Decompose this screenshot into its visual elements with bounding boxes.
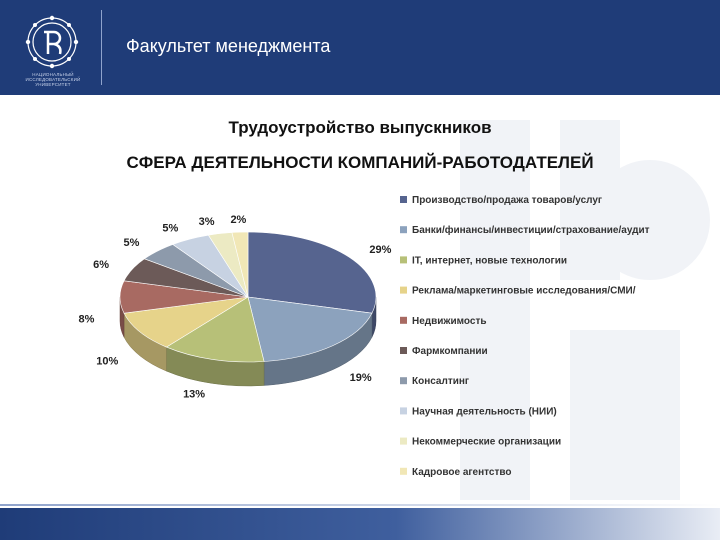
legend-label-8: Научная деятельность (НИИ) [412, 406, 557, 417]
background-watermark [460, 120, 710, 500]
data-label-9: 3% [199, 216, 215, 228]
pie-slice-3 [165, 296, 265, 363]
data-label-1: 29% [369, 244, 391, 256]
data-label-8: 5% [162, 223, 178, 235]
slide-subtitle: СФЕРА ДЕЯТЕЛЬНОСТИ КОМПАНИЙ-РАБОТОДАТЕЛЕ… [126, 153, 594, 172]
logo-caption: НАЦИОНАЛЬНЫЙ ИССЛЕДОВАТЕЛЬСКИЙ УНИВЕРСИТ… [25, 72, 81, 87]
header-bar: НАЦИОНАЛЬНЫЙ ИССЛЕДОВАТЕЛЬСКИЙ УНИВЕРСИТ… [0, 0, 720, 95]
legend-swatch-3 [400, 256, 407, 264]
legend-swatch-8 [400, 407, 407, 415]
legend-swatch-5 [400, 316, 407, 324]
legend-label-9: Некоммерческие организации [412, 437, 561, 448]
faculty-title: Факультет менеджмента [126, 36, 331, 56]
data-label-5: 8% [78, 314, 94, 326]
legend-label-10: Кадровое агентство [412, 467, 512, 478]
legend-label-5: Недвижимость [412, 316, 487, 327]
legend-label-4: Реклама/маркетинговые исследования/СМИ/ [412, 286, 636, 297]
footer-line [0, 504, 720, 506]
legend-label-3: IT, интернет, новые технологии [412, 255, 567, 266]
data-label-10: 2% [230, 214, 246, 226]
pie-slice-1 [247, 231, 377, 314]
pie-slice-10 [231, 231, 249, 298]
legend-label-1: Производство/продажа товаров/услуг [412, 195, 602, 206]
pie-slice-2 [247, 296, 373, 362]
university-logo-icon [25, 15, 79, 69]
legend-swatch-9 [400, 437, 407, 445]
data-label-3: 13% [183, 389, 205, 401]
legend-swatch-10 [400, 467, 407, 475]
legend-swatch-2 [400, 226, 407, 234]
legend-label-7: Консалтинг [412, 376, 469, 387]
pie-slice-4 [123, 296, 249, 348]
data-label-7: 5% [123, 237, 139, 249]
legend-swatch-1 [400, 196, 407, 203]
data-label-6: 6% [93, 259, 109, 271]
legend-swatch-6 [400, 347, 407, 354]
legend-swatch-7 [400, 377, 407, 385]
legend-label-2: Банки/финансы/инвестиции/страхование/ауд… [412, 224, 650, 236]
footer-bar [0, 508, 720, 540]
data-label-4: 10% [96, 355, 118, 367]
legend-label-6: Фармкомпании [412, 346, 488, 357]
slide-title: Трудоустройство выпускников [228, 118, 492, 137]
data-label-2: 19% [350, 372, 372, 384]
legend-swatch-4 [400, 286, 407, 294]
header-divider [101, 10, 102, 85]
